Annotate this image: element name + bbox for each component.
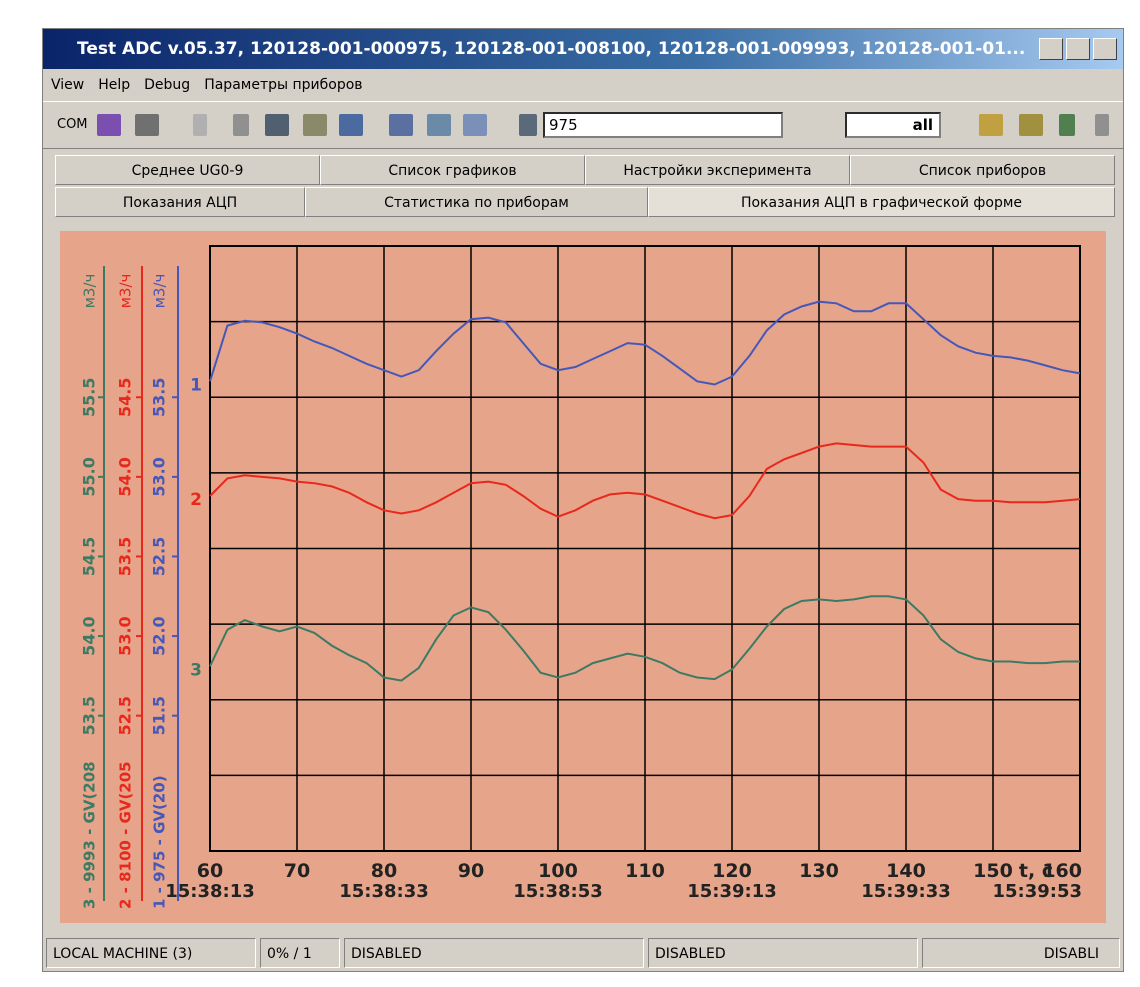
close-button[interactable]: [1093, 38, 1117, 60]
x-tick-label: 130: [799, 860, 839, 882]
play-button[interactable]: [193, 114, 207, 136]
status-port: DISABLED: [648, 938, 918, 968]
y-tick-label: 53.0: [116, 616, 135, 655]
x-tick-label: 120: [712, 860, 752, 882]
tool-icon[interactable]: [303, 114, 327, 136]
tool-icon[interactable]: [389, 114, 413, 136]
y-axis-unit: м3/ч: [151, 274, 169, 309]
y-tick-label: 53.5: [116, 537, 135, 576]
status-port: DISABLED: [344, 938, 644, 968]
x-axis-label: t, c: [1019, 860, 1053, 882]
tool-icon[interactable]: [265, 114, 289, 136]
tool-icon[interactable]: [1059, 114, 1075, 136]
x-tick-label: 80: [371, 860, 397, 882]
tab-selected[interactable]: Показания АЦП в графической форме: [648, 187, 1115, 217]
time-tick-label: 15:38:33: [339, 881, 429, 902]
menu-item[interactable]: Debug: [144, 73, 190, 97]
y-axis-unit: м3/ч: [117, 274, 135, 309]
time-tick-label: 15:39:53: [992, 881, 1082, 902]
y-tick-label: 53.0: [150, 457, 169, 496]
y-tick-label: 54.5: [116, 378, 135, 417]
series-marker: 2: [190, 490, 202, 510]
page: {"window": { "title": "Test ADC v.05.37,…: [0, 0, 1140, 987]
tool-icon[interactable]: [135, 114, 159, 136]
y-tick-label: 53.5: [150, 378, 169, 417]
minimize-button[interactable]: [1039, 38, 1063, 60]
tool-icon[interactable]: [97, 114, 121, 136]
status-bar: LOCAL MACHINE (3) 0% / 1 DISABLED DISABL…: [43, 935, 1123, 971]
device-combo[interactable]: 975: [543, 112, 783, 138]
window-buttons: [1039, 38, 1117, 60]
tool-icon[interactable]: [463, 114, 487, 136]
tab-row: Показания АЦП Статистика по приборам Пок…: [55, 187, 1115, 219]
stop-button[interactable]: [233, 114, 249, 136]
window-title: Test ADC v.05.37, 120128-001-000975, 120…: [77, 39, 1025, 59]
tab[interactable]: Настройки эксперимента: [585, 155, 850, 185]
y-axis-name: 3 - 9993 - GV(208: [81, 761, 99, 909]
filter-combo[interactable]: all: [845, 112, 941, 138]
toolbar: COM 975 all: [43, 101, 1123, 149]
menu-item[interactable]: View: [51, 73, 84, 97]
y-tick-label: 55.0: [80, 457, 99, 496]
tool-icon[interactable]: [519, 114, 537, 136]
y-tick-label: 53.5: [80, 696, 99, 735]
y-tick-label: 52.5: [150, 537, 169, 576]
y-axis-name: 1 - 975 - GV(20): [151, 775, 169, 909]
tool-icon[interactable]: [339, 114, 363, 136]
menu-bar: View Help Debug Параметры приборов: [43, 73, 363, 97]
y-axis-unit: м3/ч: [81, 274, 99, 309]
maximize-button[interactable]: [1066, 38, 1090, 60]
status-port: DISABLI: [922, 938, 1120, 968]
y-tick-label: 54.0: [116, 457, 135, 496]
title-bar: Test ADC v.05.37, 120128-001-000975, 120…: [43, 29, 1123, 69]
y-tick-label: 54.0: [80, 616, 99, 655]
y-tick-label: 54.5: [80, 537, 99, 576]
y-axis-name: 2 - 8100 - GV(205: [117, 761, 135, 909]
x-tick-label: 100: [538, 860, 578, 882]
y-tick-label: 55.5: [80, 378, 99, 417]
tool-icon[interactable]: [979, 114, 1003, 136]
menu-item[interactable]: Help: [98, 73, 130, 97]
time-tick-label: 15:38:53: [513, 881, 603, 902]
menu-item[interactable]: Параметры приборов: [204, 73, 362, 97]
app-window: Test ADC v.05.37, 120128-001-000975, 120…: [42, 28, 1124, 972]
status-progress: 0% / 1: [260, 938, 340, 968]
tab[interactable]: Список графиков: [320, 155, 585, 185]
series-marker: 3: [190, 660, 202, 680]
x-tick-label: 140: [886, 860, 926, 882]
x-tick-label: 60: [197, 860, 223, 882]
time-tick-label: 15:39:33: [861, 881, 951, 902]
tab-row: Среднее UG0-9 Список графиков Настройки …: [55, 155, 1115, 187]
tab[interactable]: Статистика по приборам: [305, 187, 648, 217]
tab[interactable]: Показания АЦП: [55, 187, 305, 217]
tool-icon[interactable]: [427, 114, 451, 136]
x-tick-label: 150: [973, 860, 1013, 882]
status-machine: LOCAL MACHINE (3): [46, 938, 256, 968]
com-button[interactable]: COM: [57, 112, 88, 138]
tool-icon[interactable]: [1019, 114, 1043, 136]
y-tick-label: 52.0: [150, 616, 169, 655]
x-tick-label: 70: [284, 860, 310, 882]
time-tick-label: 15:39:13: [687, 881, 777, 902]
y-tick-label: 52.5: [116, 696, 135, 735]
tab[interactable]: Среднее UG0-9: [55, 155, 320, 185]
series-marker: 1: [190, 375, 202, 395]
x-tick-label: 110: [625, 860, 665, 882]
y-tick-label: 51.5: [150, 696, 169, 735]
tool-icon[interactable]: [1095, 114, 1109, 136]
x-tick-label: 90: [458, 860, 484, 882]
tab[interactable]: Список приборов: [850, 155, 1115, 185]
